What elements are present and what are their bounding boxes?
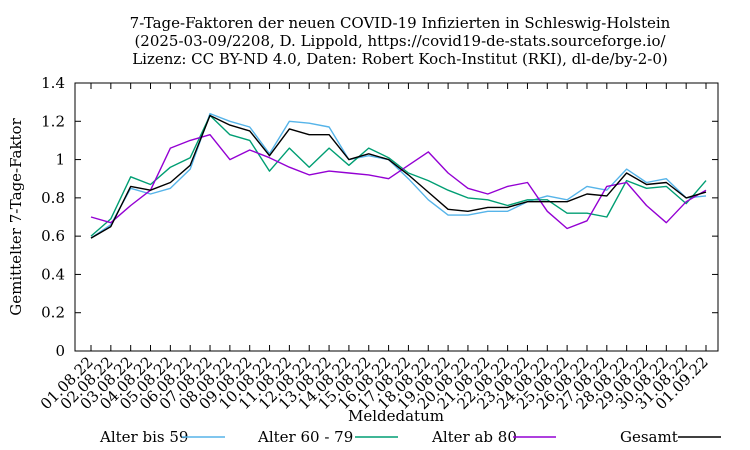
chart-title-line-1: 7-Tage-Faktoren der neuen COVID-19 Infiz… xyxy=(130,14,671,32)
chart-title: 7-Tage-Faktoren der neuen COVID-19 Infiz… xyxy=(130,14,671,68)
plot-area-border xyxy=(74,82,719,352)
series-line-1 xyxy=(90,114,707,237)
legend-label-2: Alter ab 80 xyxy=(431,428,517,446)
y-tick-label: 1 xyxy=(55,151,65,169)
y-tick-label: 1.2 xyxy=(41,112,65,130)
chart-title-line-2: (2025-03-09/2208, D. Lippold, https://co… xyxy=(134,32,666,50)
chart-title-line-3: Lizenz: CC BY-ND 4.0, Daten: Robert Koch… xyxy=(132,50,668,68)
y-tick-label: 0.2 xyxy=(41,304,65,322)
x-axis-label: Meldedatum xyxy=(348,407,444,425)
legend-label-0: Alter bis 59 xyxy=(99,428,188,446)
y-axis-label: Gemittelter 7-Tage-Faktor xyxy=(7,117,25,315)
series-line-3 xyxy=(90,114,707,239)
y-tick-label: 0.6 xyxy=(41,227,65,245)
series-line-0 xyxy=(90,112,707,239)
legend-label-1: Alter 60 - 79 xyxy=(257,428,353,446)
x-axis: 01.08.2202.08.2203.08.2204.08.2205.08.22… xyxy=(37,83,712,413)
y-tick-label: 0 xyxy=(55,342,65,360)
y-tick-label: 0.8 xyxy=(41,189,65,207)
series-lines xyxy=(90,112,707,239)
y-tick-label: 0.4 xyxy=(41,265,65,283)
legend: Alter bis 59 Alter 60 - 79 Alter ab 80 Gesa… xyxy=(99,428,721,446)
legend-label-3: Gesamt xyxy=(620,428,678,446)
y-tick-label: 1.4 xyxy=(41,74,65,92)
series-line-2 xyxy=(90,133,707,230)
y-axis: 0 0.2 0.4 0.6 0.8 1 1.2 1.4 xyxy=(41,74,718,360)
